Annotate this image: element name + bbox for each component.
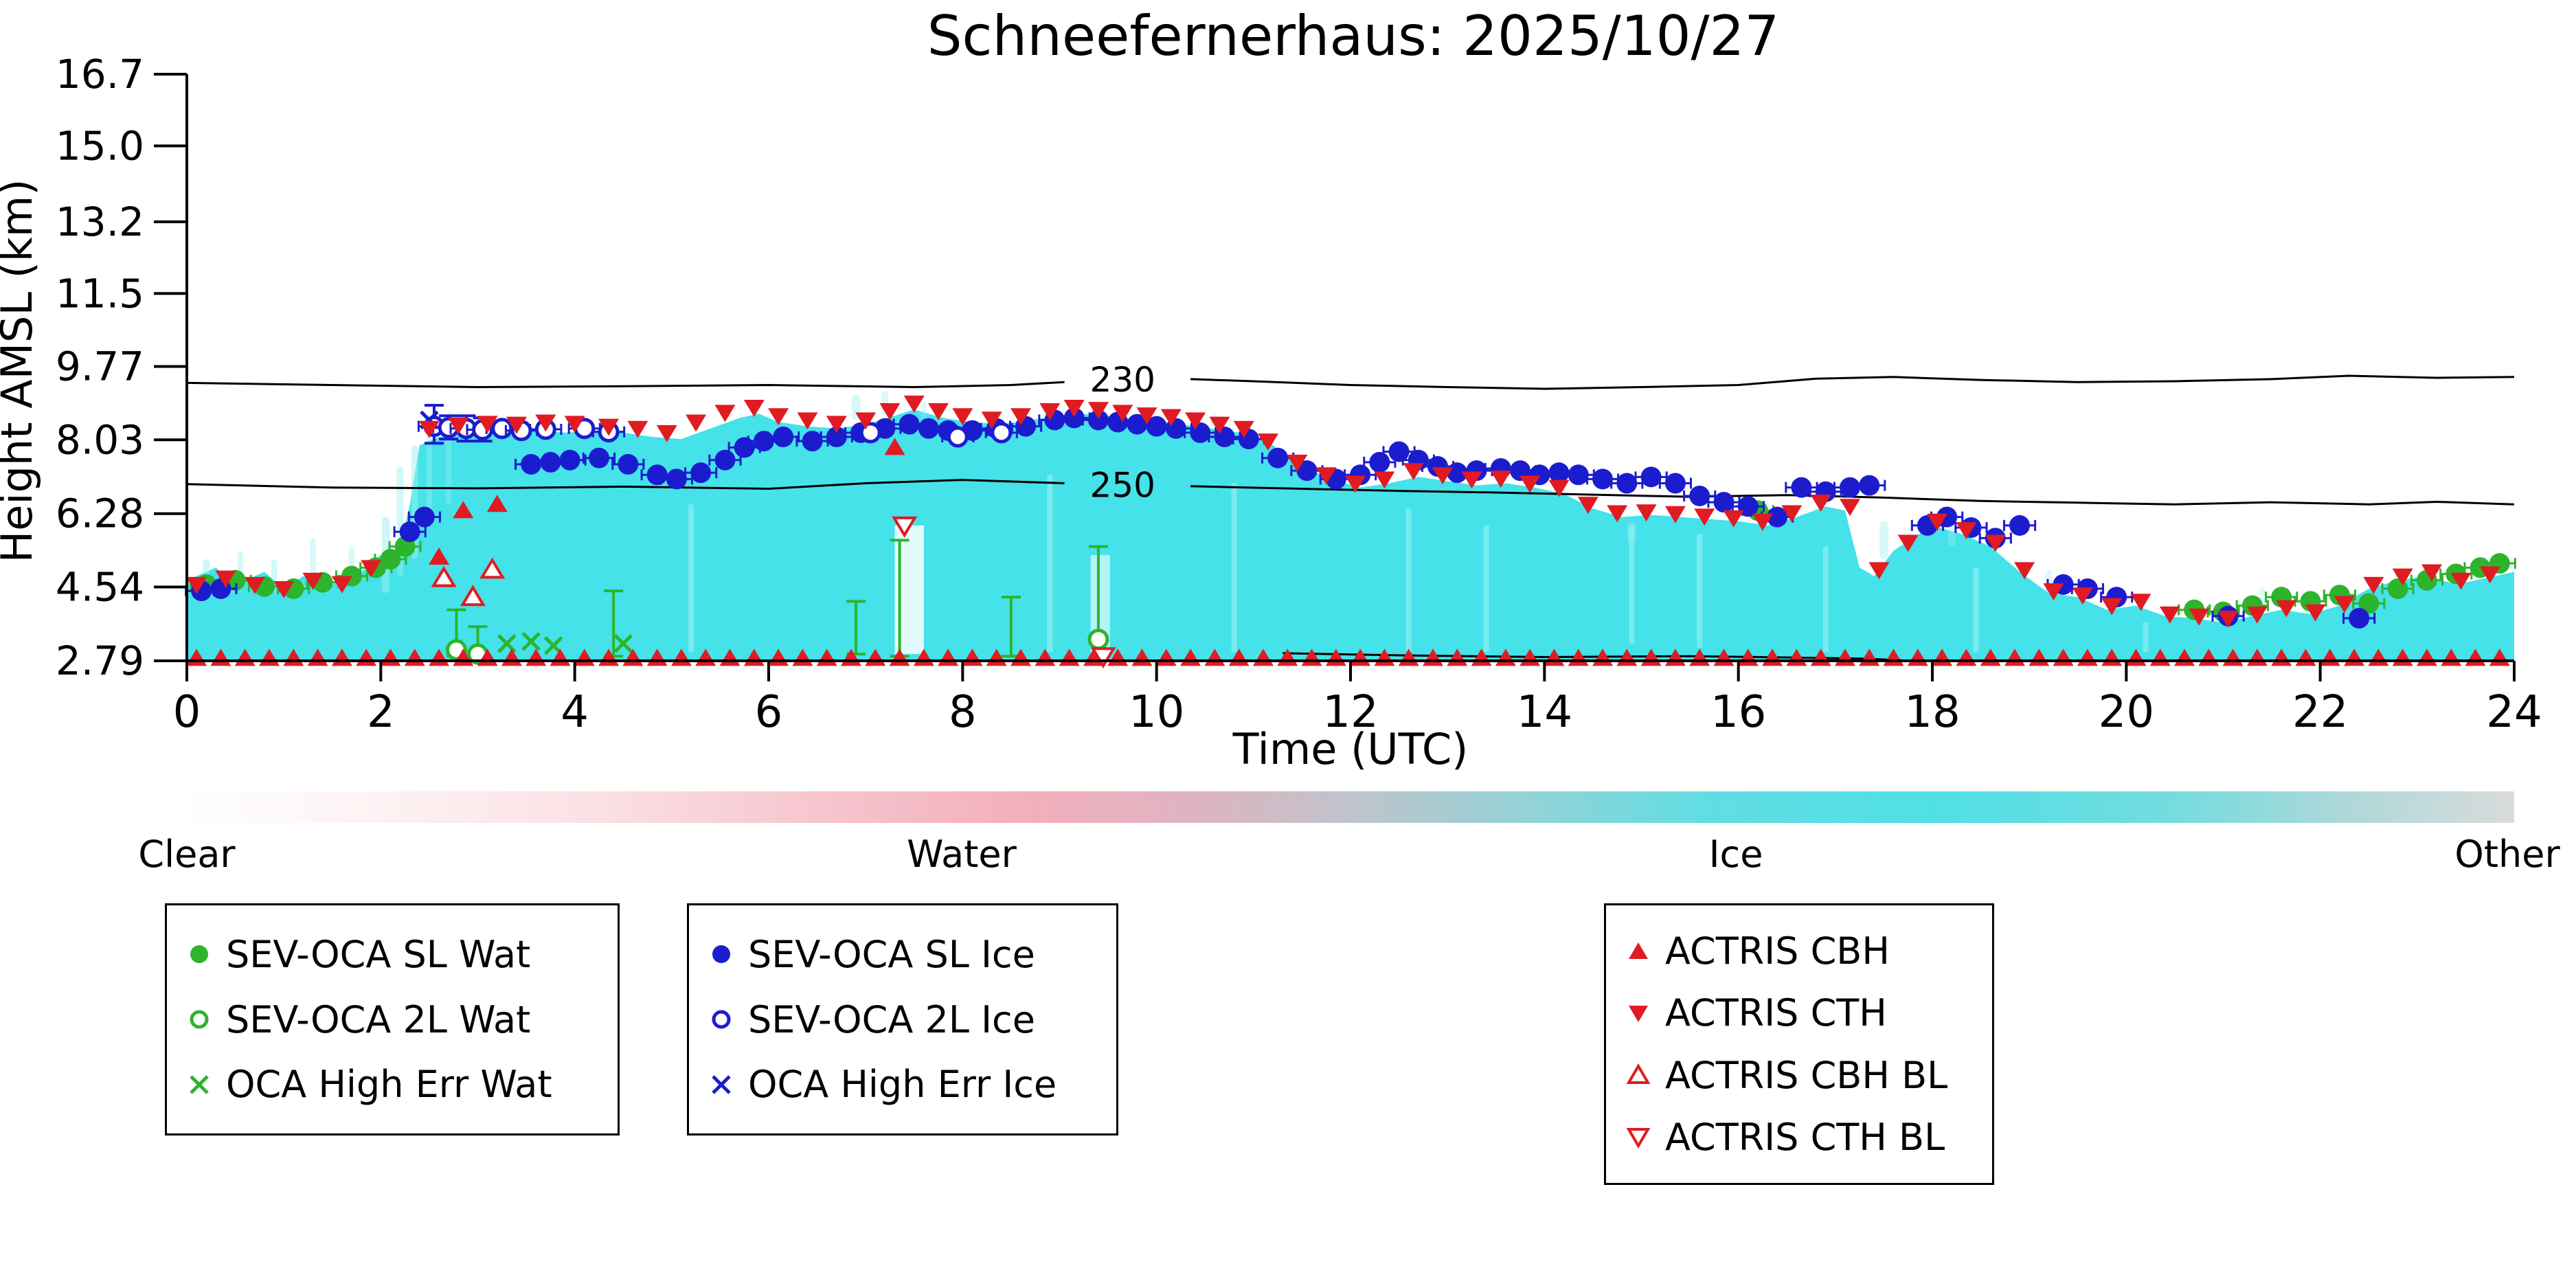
x-tick-label: 18 [1904, 687, 1960, 738]
legend-label: SEV-OCA 2L Ice [748, 997, 1035, 1041]
legend-item: OCA High Err Ice [705, 1063, 1100, 1106]
x-tick-label: 4 [561, 687, 589, 738]
contour-label: 230 [1090, 360, 1155, 400]
legend-label: SEV-OCA SL Wat [226, 932, 531, 976]
legend-box-ice: SEV-OCA SL Ice SEV-OCA 2L Ice OCA High Err… [687, 903, 1118, 1136]
legend-item: ACTRIS CTH BL [1623, 1116, 1976, 1159]
x-icon [190, 1074, 209, 1094]
x-tick-label: 12 [1322, 687, 1378, 738]
colorbar-label-water: Water [907, 833, 1017, 876]
legend-item: SEV-OCA SL Wat [183, 933, 601, 976]
x-tick-label: 16 [1710, 687, 1766, 738]
plot-layers: 230 250 2.79 4.54 6.28 8.03 9.77 11.5 13.2 15.0 16… [56, 51, 2542, 738]
x-tick-label: 6 [755, 687, 783, 738]
x-tick-label: 2 [367, 687, 395, 738]
legend-label: OCA High Err Wat [226, 1063, 552, 1107]
y-tick-label: 8.03 [56, 416, 144, 463]
x-tick-label: 14 [1517, 687, 1572, 738]
legend-item: ACTRIS CBH [1623, 929, 1976, 973]
x-tick-label: 8 [949, 687, 977, 738]
x-axis-label: Time (UTC) [1232, 724, 1469, 774]
circle-filled-icon [190, 945, 208, 964]
colorbar [187, 791, 2514, 823]
x-tick-label: 24 [2486, 687, 2542, 738]
y-tick-label: 2.79 [56, 637, 144, 684]
y-tick-label: 15.0 [56, 122, 144, 169]
legend-label: ACTRIS CTH BL [1665, 1115, 1945, 1159]
triangle-down-open-icon [1626, 1128, 1651, 1149]
y-tick-label: 13.2 [56, 199, 144, 245]
legend-box-actris: ACTRIS CBH ACTRIS CTH ACTRIS CBH BL ACTRIS … [1604, 903, 1994, 1185]
legend-item: SEV-OCA 2L Wat [183, 998, 601, 1041]
colorbar-label-ice: Ice [1708, 833, 1763, 876]
legend-label: ACTRIS CBH BL [1665, 1053, 1948, 1097]
x-tick-label: 10 [1129, 687, 1184, 738]
x-icon [712, 1074, 731, 1094]
colorbar-label-clear: Clear [138, 833, 236, 876]
x-tick-label: 22 [2292, 687, 2348, 738]
colorbar-label-other: Other [2454, 833, 2560, 876]
legend-item: SEV-OCA 2L Ice [705, 998, 1100, 1041]
legend-item: ACTRIS CBH BL [1623, 1054, 1976, 1097]
legend-label: ACTRIS CTH [1665, 991, 1887, 1035]
circle-open-icon [712, 1010, 731, 1029]
circle-open-icon [190, 1010, 209, 1029]
legend-box-water: SEV-OCA SL Wat SEV-OCA 2L Wat OCA High Err… [165, 903, 620, 1136]
legend-label: SEV-OCA 2L Wat [226, 997, 531, 1041]
y-tick-label: 11.5 [56, 270, 144, 317]
legend-item: SEV-OCA SL Ice [705, 933, 1100, 976]
circle-filled-icon [712, 945, 730, 964]
chart-title: Schneefernerhaus: 2025/10/27 [927, 4, 1779, 68]
y-tick-label: 6.28 [56, 490, 144, 537]
contour-layer: 230 250 [186, 360, 2515, 662]
y-tick-label: 16.7 [56, 51, 144, 98]
legend-label: ACTRIS CBH [1665, 929, 1890, 973]
legend-item: ACTRIS CTH [1623, 991, 1976, 1035]
triangle-up-open-icon [1626, 1063, 1651, 1085]
triangle-up-filled-icon [1629, 942, 1648, 959]
legend-label: SEV-OCA SL Ice [748, 932, 1035, 976]
legend-item: OCA High Err Wat [183, 1063, 601, 1106]
time-height-chart: Schneefernerhaus: 2025/10/27 Height AMSL… [0, 4, 2542, 774]
y-tick-label: 9.77 [56, 343, 144, 389]
x-tick-label: 0 [173, 687, 201, 738]
y-tick-label: 4.54 [56, 564, 144, 611]
contour-label: 250 [1090, 466, 1155, 506]
triangle-down-filled-icon [1629, 1005, 1648, 1022]
legend-label: OCA High Err Ice [748, 1063, 1057, 1107]
x-tick-label: 20 [2099, 687, 2154, 738]
y-axis-label: Height AMSL (km) [0, 179, 42, 563]
